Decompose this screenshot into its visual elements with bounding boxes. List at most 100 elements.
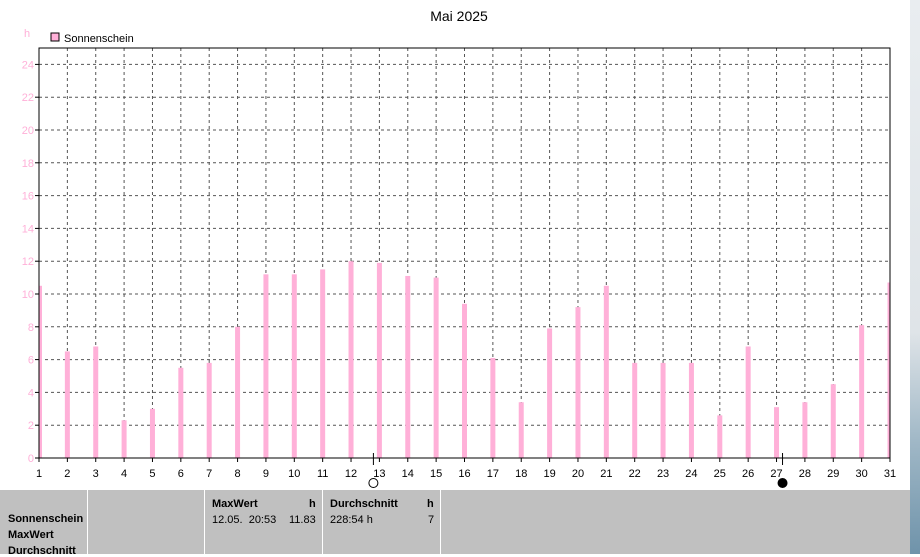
x-tick-label: 19 bbox=[543, 468, 555, 480]
bar bbox=[490, 357, 496, 458]
bar bbox=[178, 367, 184, 458]
x-tick-label: 7 bbox=[206, 468, 212, 480]
x-tick-label: 29 bbox=[827, 468, 839, 480]
x-tick-label: 8 bbox=[235, 468, 241, 480]
panel-empty-column bbox=[88, 490, 205, 554]
bar bbox=[774, 407, 780, 458]
bar bbox=[717, 415, 723, 458]
y-tick-label: 10 bbox=[22, 289, 34, 301]
panel-row-labels: Sonnenschein MaxWert Durchschnitt bbox=[0, 490, 88, 557]
bar bbox=[859, 325, 865, 458]
y-tick-label: 24 bbox=[22, 59, 34, 71]
x-tick-label: 5 bbox=[149, 468, 155, 480]
bar bbox=[518, 402, 524, 458]
x-tick-label: 23 bbox=[657, 468, 669, 480]
panel-avg-column: Durchschnitt h 228:54 h 7 bbox=[323, 490, 441, 554]
bar bbox=[745, 346, 751, 458]
y-tick-label: 20 bbox=[22, 125, 34, 137]
open-circle-marker bbox=[368, 478, 379, 488]
y-tick-label: 12 bbox=[22, 256, 34, 268]
row-label-sonnenschein: Sonnenschein bbox=[8, 513, 84, 525]
bars bbox=[39, 261, 891, 458]
bar bbox=[802, 402, 808, 458]
window-edge bbox=[910, 0, 920, 554]
bar bbox=[376, 262, 382, 458]
info-panel: Sonnenschein MaxWert Durchschnitt MaxWer… bbox=[0, 490, 910, 557]
x-tick-label: 25 bbox=[714, 468, 726, 480]
x-tick-label: 22 bbox=[629, 468, 641, 480]
x-tick-label: 21 bbox=[600, 468, 612, 480]
row-label-maxwert: MaxWert bbox=[8, 529, 54, 541]
legend-swatch bbox=[50, 32, 60, 42]
bar bbox=[206, 362, 212, 458]
max-value: 11.83 bbox=[289, 514, 316, 526]
x-tick-label: 9 bbox=[263, 468, 269, 480]
x-tick-label: 20 bbox=[572, 468, 584, 480]
x-tick-label: 2 bbox=[64, 468, 70, 480]
y-tick-label: 6 bbox=[28, 355, 34, 367]
chart-title: Mai 2025 bbox=[430, 8, 488, 24]
bar bbox=[263, 274, 269, 458]
legend-label: Sonnenschein bbox=[64, 33, 134, 45]
bar bbox=[632, 362, 638, 458]
bar bbox=[433, 277, 439, 458]
panel-max-column: MaxWert h 12.05. 20:53 11.83 bbox=[205, 490, 323, 554]
x-tick-label: 10 bbox=[288, 468, 300, 480]
bar bbox=[575, 307, 581, 458]
bar bbox=[547, 328, 553, 458]
y-tick-label: 8 bbox=[28, 322, 34, 334]
bar bbox=[39, 285, 42, 458]
row-label-durchschnitt: Durchschnitt bbox=[8, 545, 76, 557]
y-tick-label: 18 bbox=[22, 158, 34, 170]
bar bbox=[93, 346, 99, 458]
bar bbox=[830, 384, 836, 458]
max-header: MaxWert bbox=[212, 498, 258, 510]
bar bbox=[348, 261, 354, 458]
bar bbox=[320, 269, 326, 458]
x-axis-ticks: 1 2 3 4 5 6 7 8 9 10 11 12 13 14 15 16 17 18 19 20 21 22 23 24 2… bbox=[36, 458, 896, 480]
x-tick-label: 31 bbox=[884, 468, 896, 480]
y-tick-label: 0 bbox=[28, 453, 34, 465]
x-tick-label: 13 bbox=[373, 468, 385, 480]
y-tick-label: 4 bbox=[28, 387, 34, 399]
bar bbox=[405, 275, 411, 458]
x-tick-label: 6 bbox=[178, 468, 184, 480]
avg-value: 7 bbox=[428, 514, 435, 526]
x-tick-label: 3 bbox=[93, 468, 99, 480]
filled-circle-marker bbox=[777, 478, 788, 488]
avg-header: Durchschnitt bbox=[330, 498, 398, 510]
x-tick-label: 15 bbox=[430, 468, 442, 480]
day-markers bbox=[368, 453, 788, 488]
bar bbox=[121, 420, 127, 458]
x-tick-label: 17 bbox=[487, 468, 499, 480]
bar bbox=[291, 274, 297, 458]
y-tick-label: 14 bbox=[22, 223, 34, 235]
y-tick-label: 2 bbox=[28, 420, 34, 432]
bar bbox=[235, 326, 241, 458]
x-tick-label: 26 bbox=[742, 468, 754, 480]
y-tick-label: 16 bbox=[22, 191, 34, 203]
y-axis-label: h bbox=[24, 28, 30, 40]
x-tick-label: 14 bbox=[402, 468, 414, 480]
x-tick-label: 27 bbox=[770, 468, 782, 480]
x-tick-label: 28 bbox=[799, 468, 811, 480]
max-datetime: 12.05. 20:53 bbox=[212, 514, 277, 526]
bar bbox=[603, 285, 609, 458]
avg-sum: 228:54 h bbox=[330, 514, 373, 526]
bar bbox=[462, 303, 467, 458]
x-tick-label: 1 bbox=[36, 468, 42, 480]
x-tick-label: 18 bbox=[515, 468, 527, 480]
y-tick-label: 22 bbox=[22, 92, 34, 104]
bar bbox=[887, 282, 891, 458]
bar bbox=[688, 362, 694, 458]
x-tick-label: 24 bbox=[685, 468, 697, 480]
bar bbox=[149, 408, 155, 458]
x-tick-label: 30 bbox=[856, 468, 868, 480]
avg-unit: h bbox=[427, 498, 434, 510]
bar bbox=[64, 351, 70, 458]
x-tick-label: 12 bbox=[345, 468, 357, 480]
max-unit: h bbox=[309, 498, 316, 510]
x-tick-label: 16 bbox=[458, 468, 470, 480]
